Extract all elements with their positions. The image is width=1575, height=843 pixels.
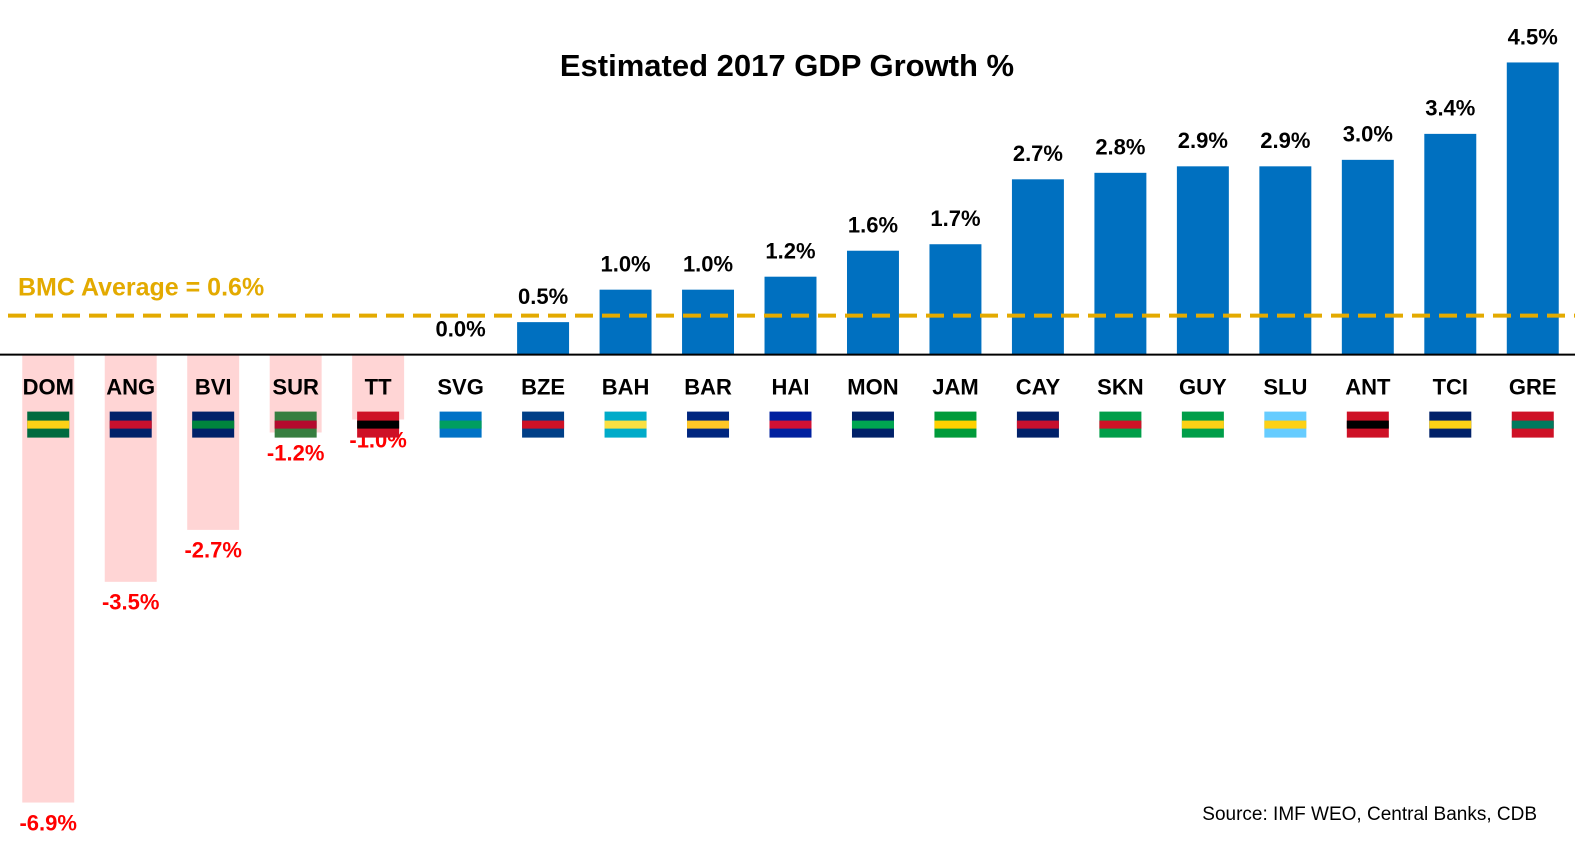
x-tick-label: DOM [23,374,74,399]
bar [682,289,735,355]
value-label: -6.9% [19,810,76,835]
bar [929,244,982,355]
x-tick-label: SVG [437,374,483,399]
flag-stripe [1429,420,1472,429]
value-label: 0.0% [436,316,486,341]
flag-stripe [604,420,647,429]
value-label: 1.6% [848,213,898,238]
value-label: 2.9% [1260,128,1310,153]
flag-stripe [1181,420,1224,429]
flag-stripe [851,420,894,429]
bar [517,322,570,355]
value-label: 2.8% [1095,135,1145,160]
source-note: Source: IMF WEO, Central Banks, CDB [1202,804,1537,825]
flag-stripe [274,420,317,429]
x-tick-label: BVI [195,374,232,399]
value-label: -1.2% [267,440,324,465]
x-tick-label: SKN [1097,374,1143,399]
reference-label: BMC Average = 0.6% [18,273,264,301]
x-tick-label: BAH [602,374,650,399]
flag-stripe [522,420,565,429]
flag-stripe [192,420,235,429]
flag-stripe [1016,420,1059,429]
flag-stripe [439,420,482,429]
bar [1176,166,1229,355]
bar [352,354,405,420]
x-tick-label: GUY [1179,374,1227,399]
chart-title: Estimated 2017 GDP Growth % [560,48,1014,83]
value-label: 2.7% [1013,141,1063,166]
bar [1506,62,1559,355]
bar [104,354,157,582]
value-label: 1.0% [600,251,650,276]
bar [1094,172,1147,355]
flag-stripe [357,420,400,429]
value-label: 4.5% [1508,24,1558,49]
flag-stripe [27,420,70,429]
x-tick-label: BZE [521,374,565,399]
bar [599,289,652,355]
x-tick-label: ANG [106,374,155,399]
bar [1259,166,1312,355]
value-label: -2.7% [184,538,241,563]
x-tick-label: CAY [1016,374,1061,399]
x-tick-label: MON [847,374,898,399]
x-tick-label: TT [365,374,392,399]
bar [187,354,240,530]
bar [846,250,899,355]
x-tick-label: TCI [1433,374,1468,399]
x-tick-label: HAI [772,374,810,399]
x-tick-label: SLU [1263,374,1307,399]
x-tick-label: ANT [1345,374,1391,399]
flag-stripe [687,420,730,429]
x-tick-label: JAM [932,374,978,399]
value-label: 3.4% [1425,96,1475,121]
flag-stripe [1264,420,1307,429]
value-label: 3.0% [1343,122,1393,147]
flag-stripe [769,420,812,429]
bar [1424,133,1477,355]
value-label: 1.2% [765,239,815,264]
x-tick-label: GRE [1509,374,1557,399]
x-tick-label: SUR [272,374,319,399]
flag-stripe [934,420,977,429]
value-label: 0.5% [518,284,568,309]
value-label: -3.5% [102,590,159,615]
flag-stripe [1099,420,1142,429]
value-label: 1.0% [683,251,733,276]
value-label: 1.7% [930,206,980,231]
bar [1011,179,1064,355]
flag-stripe [1346,420,1389,429]
bar [1341,159,1394,355]
flag-stripe [109,420,152,429]
flag-stripe [1511,420,1554,429]
value-label: 2.9% [1178,128,1228,153]
x-tick-label: BAR [684,374,732,399]
